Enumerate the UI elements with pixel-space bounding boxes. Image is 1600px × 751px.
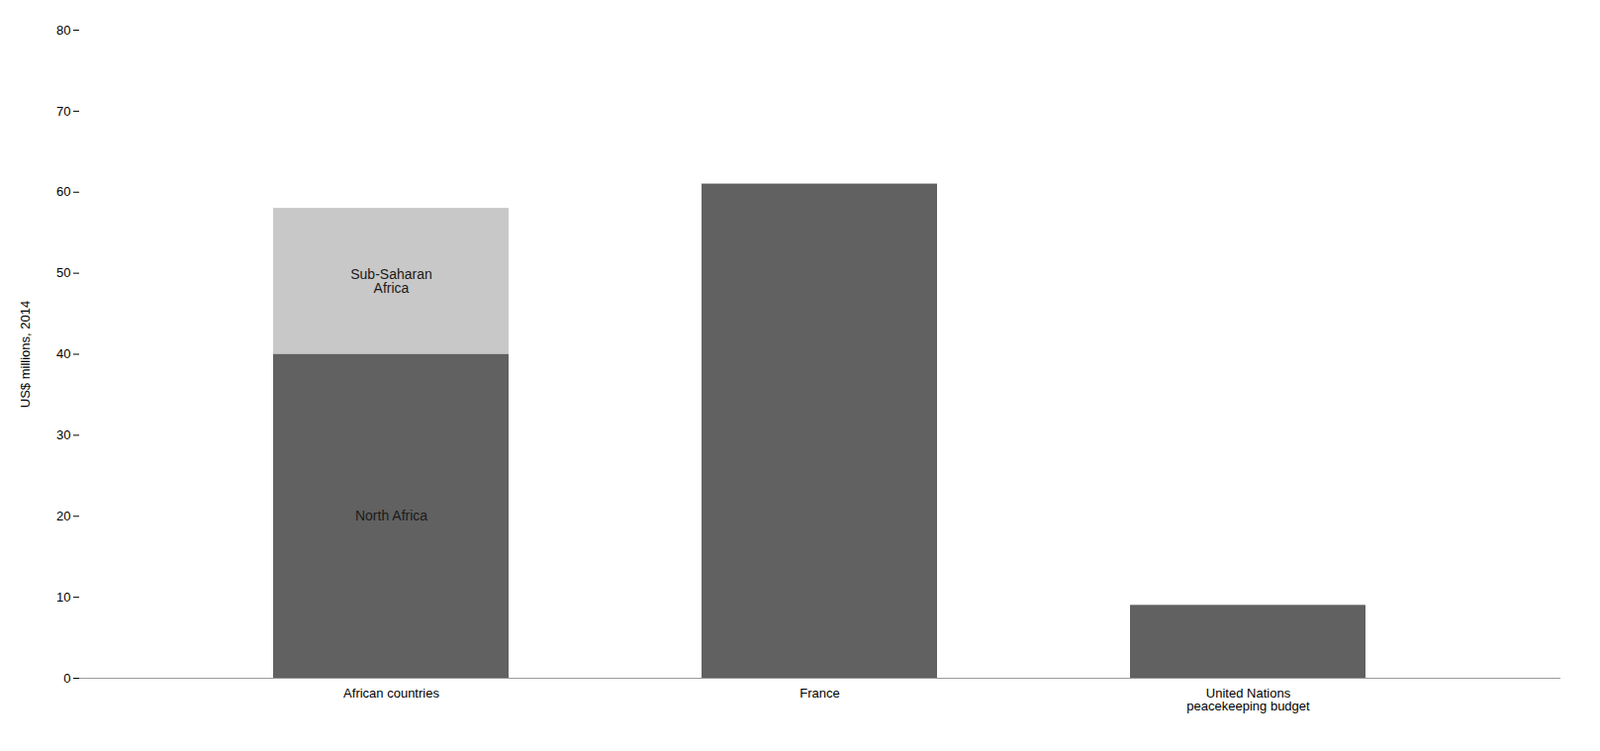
svg-text:30: 30 <box>56 427 71 443</box>
svg-text:70: 70 <box>56 103 71 119</box>
svg-text:France: France <box>799 685 840 701</box>
svg-text:African countries: African countries <box>343 685 440 701</box>
svg-text:20: 20 <box>56 508 71 524</box>
svg-text:Sub-SaharanAfrica: Sub-SaharanAfrica <box>350 266 433 296</box>
svg-text:0: 0 <box>63 670 71 686</box>
svg-text:50: 50 <box>56 265 71 281</box>
svg-text:60: 60 <box>56 184 71 199</box>
svg-text:North Africa: North Africa <box>355 507 428 524</box>
svg-text:US$ millions, 2014: US$ millions, 2014 <box>17 300 33 408</box>
svg-text:40: 40 <box>56 346 71 362</box>
svg-text:10: 10 <box>56 589 71 605</box>
svg-text:80: 80 <box>56 22 71 38</box>
svg-text:United Nationspeacekeeping bud: United Nationspeacekeeping budget <box>1186 685 1311 714</box>
